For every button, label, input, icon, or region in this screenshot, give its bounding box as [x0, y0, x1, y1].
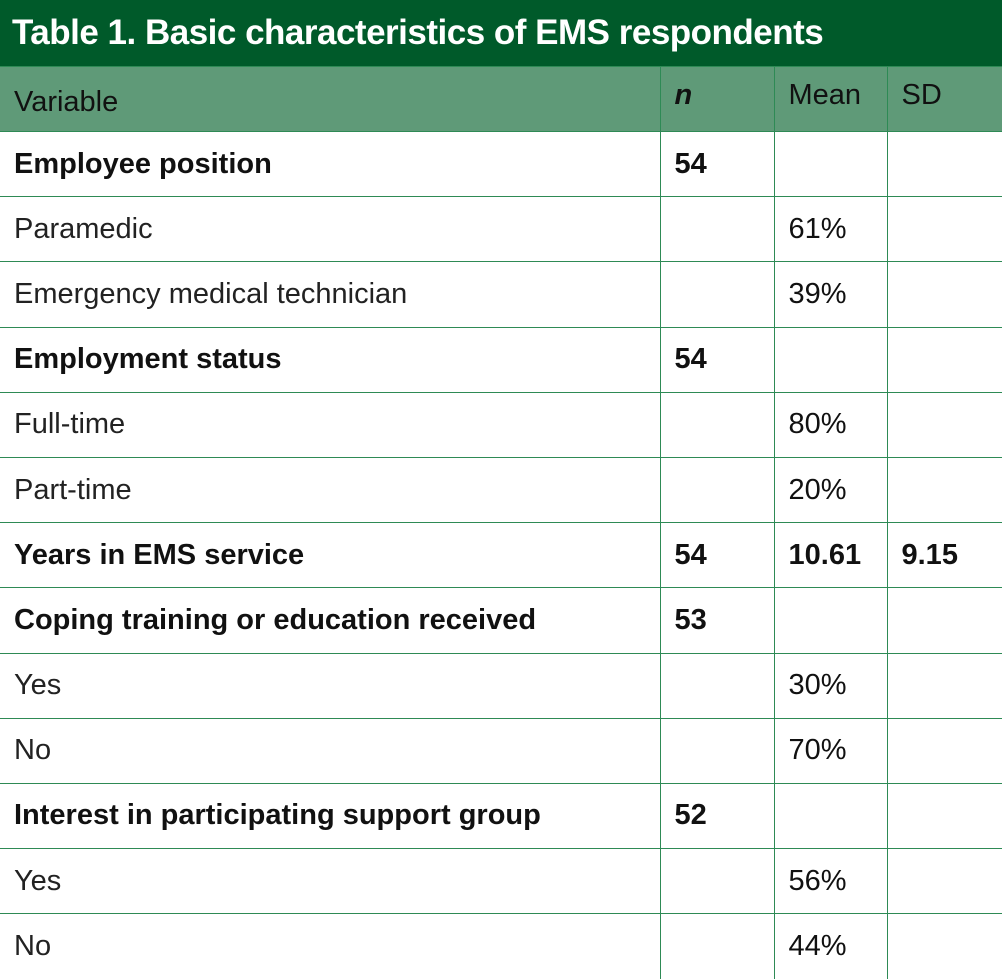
cell-variable: Emergency medical technician [0, 261, 661, 328]
cell-n [659, 717, 775, 784]
cell-mean: 30% [773, 652, 888, 719]
header-n: n [659, 66, 775, 132]
cell-mean: 20% [773, 456, 888, 524]
cell-n [659, 652, 775, 719]
cell-mean: 80% [773, 391, 888, 458]
table-row: Full-time 80% [0, 391, 1002, 458]
cell-mean [773, 587, 888, 654]
cell-variable: Full-time [0, 391, 661, 458]
table-row: Part-time 20% [0, 456, 1002, 524]
table-row: Emergency medical technician 39% [0, 261, 1002, 328]
cell-mean: 39% [773, 261, 888, 328]
cell-variable: Employment status [0, 326, 661, 393]
cell-variable: Employee position [0, 130, 661, 198]
header-mean: Mean [773, 66, 888, 132]
cell-variable: Years in EMS service [0, 522, 661, 589]
header-sd: SD [886, 66, 1002, 132]
table-title: Table 1. Basic characteristics of EMS re… [0, 0, 1002, 66]
header-row: Variable n Mean SD [0, 66, 1002, 132]
table-row: No 70% [0, 717, 1002, 784]
cell-sd [886, 782, 1002, 850]
cell-variable: Coping training or education received [0, 587, 661, 654]
table-row-section: Interest in participating support group 5… [0, 782, 1002, 850]
table-row: Paramedic 61% [0, 196, 1002, 263]
cell-sd [886, 848, 1002, 915]
table-row: Yes 30% [0, 652, 1002, 719]
cell-sd [886, 913, 1002, 979]
cell-mean: 56% [773, 848, 888, 915]
table-body: Employee position 54 Paramedic 61% Emergency… [0, 130, 1002, 979]
cell-variable: Part-time [0, 456, 661, 524]
cell-mean: 61% [773, 196, 888, 263]
cell-n: 54 [659, 130, 775, 198]
cell-n [659, 456, 775, 524]
cell-sd [886, 456, 1002, 524]
table-row-section: Years in EMS service 54 10.61 9.15 [0, 522, 1002, 589]
cell-sd [886, 196, 1002, 263]
table-row-section: Employment status 54 [0, 326, 1002, 393]
cell-variable: Yes [0, 848, 661, 915]
cell-n: 52 [659, 782, 775, 850]
header-variable: Variable [0, 66, 661, 132]
cell-n [659, 848, 775, 915]
cell-sd [886, 391, 1002, 458]
cell-sd [886, 652, 1002, 719]
cell-mean [773, 782, 888, 850]
cell-n: 53 [659, 587, 775, 654]
cell-variable: No [0, 717, 661, 784]
cell-sd [886, 261, 1002, 328]
table-row-section: Coping training or education received 53 [0, 587, 1002, 654]
cell-n [659, 196, 775, 263]
cell-mean [773, 130, 888, 198]
cell-sd [886, 717, 1002, 784]
table-row-section: Employee position 54 [0, 130, 1002, 198]
cell-mean: 44% [773, 913, 888, 979]
cell-n [659, 391, 775, 458]
table-row: No 44% [0, 913, 1002, 979]
cell-variable: Paramedic [0, 196, 661, 263]
cell-sd [886, 326, 1002, 393]
cell-n: 54 [659, 326, 775, 393]
cell-n [659, 261, 775, 328]
cell-sd: 9.15 [886, 522, 1002, 589]
cell-sd [886, 587, 1002, 654]
cell-n: 54 [659, 522, 775, 589]
cell-variable: No [0, 913, 661, 979]
cell-sd [886, 130, 1002, 198]
cell-variable: Interest in participating support group [0, 782, 661, 850]
characteristics-table: Variable n Mean SD Employee position 54 Pa… [0, 66, 1002, 979]
cell-mean [773, 326, 888, 393]
table-row: Yes 56% [0, 848, 1002, 915]
cell-mean: 70% [773, 717, 888, 784]
cell-variable: Yes [0, 652, 661, 719]
cell-mean: 10.61 [773, 522, 888, 589]
cell-n [659, 913, 775, 979]
